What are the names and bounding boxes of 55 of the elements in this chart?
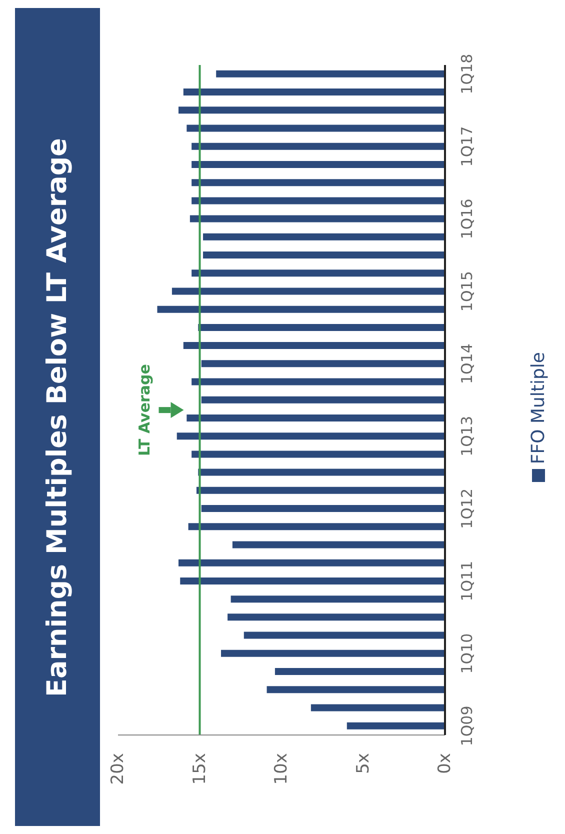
- bar: [192, 160, 445, 168]
- text: FFO Multiple: [528, 352, 548, 465]
- bar: [201, 360, 445, 368]
- bar: [266, 686, 445, 694]
- bar: [196, 486, 445, 494]
- x-tick-label: 20x: [108, 753, 128, 785]
- y-tick-label: 1Q15: [458, 271, 476, 312]
- bar: [198, 468, 445, 476]
- y-tick-label: 1Q16: [458, 198, 476, 240]
- bar: [192, 378, 445, 386]
- bar: [203, 252, 445, 259]
- y-tick-label: 1Q13: [458, 416, 476, 456]
- bar: [192, 142, 445, 150]
- bar: [228, 614, 445, 621]
- x-tick-label: 5x: [353, 753, 374, 774]
- bar: [201, 396, 445, 404]
- bar: [192, 179, 445, 186]
- bar: [310, 704, 445, 712]
- bar: [183, 88, 445, 96]
- bar: [274, 668, 445, 675]
- y-tick-label: 1Q12: [458, 488, 476, 529]
- bar: [180, 577, 445, 584]
- bar: [192, 450, 445, 458]
- y-tick-label: 1Q18: [458, 54, 476, 94]
- bar: [186, 414, 445, 422]
- x-tick-label: 10x: [272, 753, 292, 785]
- y-tick-label: 1Q09: [458, 706, 476, 746]
- x-tick-label: 0x: [435, 753, 455, 774]
- y-tick-label: 1Q10: [458, 633, 476, 674]
- bar: [192, 270, 445, 277]
- bar: [192, 197, 445, 204]
- bar: [244, 632, 445, 639]
- bar: [176, 432, 445, 440]
- bar: [172, 288, 445, 295]
- bar: [203, 233, 445, 240]
- y-tick-label: 1Q14: [458, 344, 476, 384]
- bar: [221, 650, 445, 657]
- bar: [198, 324, 445, 331]
- bar: [201, 505, 445, 512]
- bar: [178, 559, 445, 566]
- bar: [346, 722, 445, 730]
- bar: [230, 596, 445, 603]
- x-tick-label: 15x: [190, 753, 210, 785]
- y-tick-label: 1Q11: [458, 560, 476, 602]
- bar: [157, 306, 445, 313]
- ref-line-label: LT Average: [136, 364, 154, 456]
- bar: [186, 124, 445, 132]
- bar: [188, 523, 445, 530]
- bar: [183, 342, 445, 350]
- bar: [232, 541, 445, 548]
- y-tick-label: 1Q17: [458, 126, 476, 167]
- bar: [190, 215, 445, 222]
- text: Earnings Multiples Below LT Average: [42, 138, 73, 696]
- bar: [178, 106, 445, 114]
- bar: [216, 70, 445, 78]
